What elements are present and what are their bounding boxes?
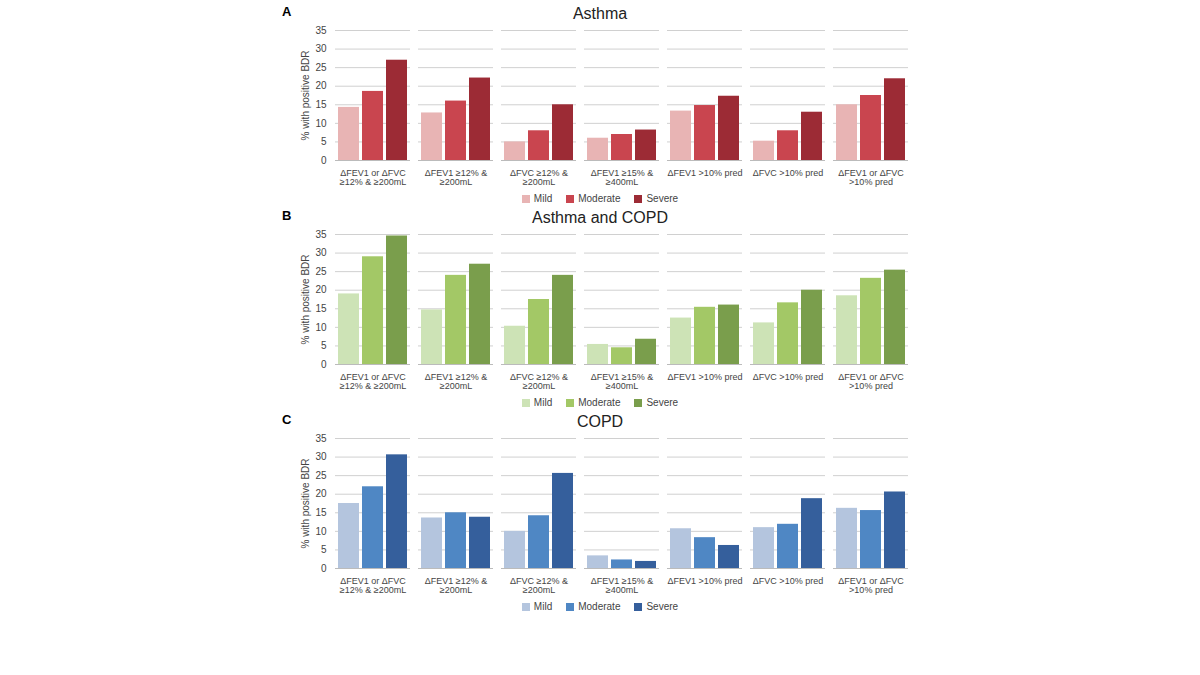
svg-text:ΔFVC >10% pred: ΔFVC >10% pred [753, 372, 823, 382]
html-text:Severe: Severe [646, 193, 679, 204]
svg-text:20: 20 [315, 284, 327, 295]
svg-text:10: 10 [315, 118, 327, 129]
svg-text:ΔFEV1 ≥15% &≥400mL: ΔFEV1 ≥15% &≥400mL [591, 372, 653, 391]
svg-text:30: 30 [315, 247, 327, 258]
svg-text:15: 15 [315, 507, 327, 518]
svg-text:5: 5 [321, 136, 327, 147]
svg-text:ΔFVC ≥12% &≥200mL: ΔFVC ≥12% &≥200mL [510, 576, 568, 595]
svg-text:ΔFEV1 >10% pred: ΔFEV1 >10% pred [668, 168, 743, 178]
html-text:B: B [282, 208, 292, 223]
svg-text:ΔFEV1 ≥15% &≥400mL: ΔFEV1 ≥15% &≥400mL [591, 168, 653, 187]
svg-text:35: 35 [315, 25, 327, 36]
svg-text:25: 25 [315, 62, 327, 73]
svg-text:ΔFEV1 or ΔFVC>10% pred: ΔFEV1 or ΔFVC>10% pred [838, 168, 904, 187]
html-text:A: A [282, 4, 292, 19]
svg-text:0: 0 [321, 563, 327, 574]
html-text:Moderate: Moderate [578, 601, 621, 612]
svg-text:ΔFVC >10% pred: ΔFVC >10% pred [753, 576, 823, 586]
svg-text:ΔFEV1 or ΔFVC≥12% & ≥200mL: ΔFEV1 or ΔFVC≥12% & ≥200mL [340, 168, 406, 187]
html-text:Moderate: Moderate [578, 397, 621, 408]
svg-text:ΔFVC >10% pred: ΔFVC >10% pred [753, 168, 823, 178]
html-text:Asthma: Asthma [572, 5, 628, 22]
svg-text:5: 5 [321, 544, 327, 555]
svg-text:0: 0 [321, 359, 327, 370]
svg-text:ΔFEV1 ≥12% &≥200mL: ΔFEV1 ≥12% &≥200mL [425, 372, 487, 391]
svg-text:5: 5 [321, 340, 327, 351]
html-text:Mild: Mild [533, 193, 553, 204]
svg-text:15: 15 [315, 99, 327, 110]
svg-text:0: 0 [321, 155, 327, 166]
svg-text:% with positive BDR: % with positive BDR [300, 50, 311, 140]
svg-text:25: 25 [315, 470, 327, 481]
svg-text:% with positive BDR: % with positive BDR [300, 458, 311, 548]
svg-text:ΔFEV1 ≥12% &≥200mL: ΔFEV1 ≥12% &≥200mL [425, 168, 487, 187]
svg-text:20: 20 [315, 80, 327, 91]
svg-text:% with positive BDR: % with positive BDR [300, 254, 311, 344]
svg-text:30: 30 [315, 43, 327, 54]
html-text:Moderate: Moderate [578, 193, 621, 204]
svg-text:ΔFVC ≥12% &≥200mL: ΔFVC ≥12% &≥200mL [510, 168, 568, 187]
svg-text:ΔFEV1 or ΔFVC>10% pred: ΔFEV1 or ΔFVC>10% pred [838, 372, 904, 391]
svg-text:ΔFEV1 ≥12% &≥200mL: ΔFEV1 ≥12% &≥200mL [425, 576, 487, 595]
svg-text:20: 20 [315, 488, 327, 499]
svg-text:ΔFEV1 or ΔFVC≥12% & ≥200mL: ΔFEV1 or ΔFVC≥12% & ≥200mL [340, 576, 406, 595]
svg-text:30: 30 [315, 451, 327, 462]
html-text:C: C [282, 412, 292, 427]
svg-text:25: 25 [315, 266, 327, 277]
html-text:COPD: COPD [576, 413, 624, 430]
html-text:Severe: Severe [646, 397, 679, 408]
svg-text:10: 10 [315, 526, 327, 537]
html-text:Mild: Mild [533, 397, 553, 408]
svg-text:10: 10 [315, 322, 327, 333]
svg-text:ΔFVC ≥12% &≥200mL: ΔFVC ≥12% &≥200mL [510, 372, 568, 391]
html-text:Mild: Mild [533, 601, 553, 612]
svg-text:15: 15 [315, 303, 327, 314]
svg-text:ΔFEV1 ≥15% &≥400mL: ΔFEV1 ≥15% &≥400mL [591, 576, 653, 595]
svg-text:ΔFEV1 >10% pred: ΔFEV1 >10% pred [668, 576, 743, 586]
svg-text:ΔFEV1 >10% pred: ΔFEV1 >10% pred [668, 372, 743, 382]
html-text:Severe: Severe [646, 601, 679, 612]
svg-text:ΔFEV1 or ΔFVC≥12% & ≥200mL: ΔFEV1 or ΔFVC≥12% & ≥200mL [340, 372, 406, 391]
svg-text:35: 35 [315, 229, 327, 240]
svg-text:35: 35 [315, 433, 327, 444]
svg-text:ΔFEV1 or ΔFVC>10% pred: ΔFEV1 or ΔFVC>10% pred [838, 576, 904, 595]
html-text:Asthma and COPD: Asthma and COPD [532, 209, 668, 226]
